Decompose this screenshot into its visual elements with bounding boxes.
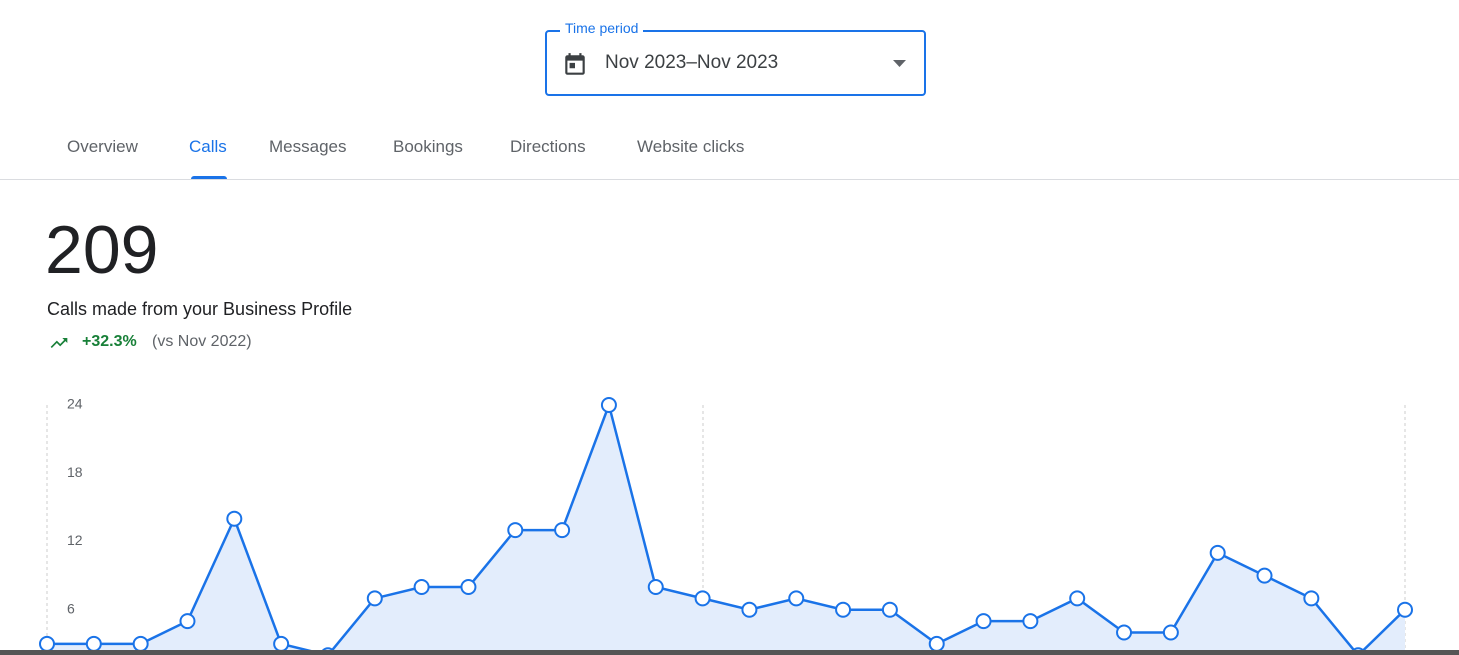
tab[interactable]: Calls	[189, 137, 227, 156]
point	[647, 579, 664, 595]
y-tick-label: 12	[67, 532, 83, 548]
point	[273, 635, 290, 650]
dropdown-arrow	[893, 60, 906, 67]
time-period-label: Time period	[560, 20, 644, 36]
line	[47, 400, 1406, 650]
tab[interactable]: Messages	[269, 137, 347, 156]
y-tick-label: 24	[67, 396, 83, 412]
point	[881, 601, 898, 618]
point	[460, 579, 477, 595]
point	[321, 647, 335, 650]
point	[366, 590, 383, 607]
point	[1022, 613, 1039, 630]
point	[1162, 624, 1179, 641]
point	[975, 613, 992, 630]
point	[507, 522, 524, 539]
divider	[0, 179, 1459, 180]
point	[1303, 590, 1320, 607]
point	[788, 590, 805, 607]
point	[600, 397, 617, 413]
point	[226, 510, 243, 527]
tab[interactable]: Overview	[67, 137, 138, 156]
point	[928, 635, 945, 650]
point	[413, 579, 430, 595]
point	[1069, 590, 1086, 607]
tab[interactable]: Bookings	[393, 137, 463, 156]
scrollbar	[0, 650, 1459, 655]
point	[1352, 647, 1365, 650]
point	[694, 590, 711, 607]
area	[47, 405, 1405, 650]
chart: 6 12 18 24	[39, 396, 1413, 650]
point	[85, 635, 102, 650]
y-tick-label: 6	[67, 600, 75, 616]
point	[1209, 544, 1226, 561]
point	[554, 522, 571, 539]
description: Calls made from your Business Profile	[47, 299, 353, 319]
tab[interactable]: Directions	[510, 137, 586, 156]
point	[1256, 567, 1273, 584]
y-tick-label: 18	[67, 464, 83, 480]
point	[132, 635, 149, 650]
point	[835, 601, 852, 618]
tab-indicator	[191, 176, 227, 179]
total-value: 209	[45, 212, 159, 288]
point	[179, 613, 196, 630]
point	[39, 635, 55, 650]
tab[interactable]: Website clicks	[637, 137, 745, 156]
time-period-select[interactable]	[545, 30, 926, 96]
trend-icon	[50, 338, 68, 348]
time-period-value: Nov 2023–Nov 2023	[605, 52, 779, 73]
comparison: (vs Nov 2022)	[152, 333, 252, 350]
point	[1116, 624, 1133, 641]
change-value: +32.3%	[82, 333, 137, 350]
point	[1397, 601, 1413, 618]
point	[741, 601, 758, 618]
calendar-icon	[565, 53, 585, 75]
